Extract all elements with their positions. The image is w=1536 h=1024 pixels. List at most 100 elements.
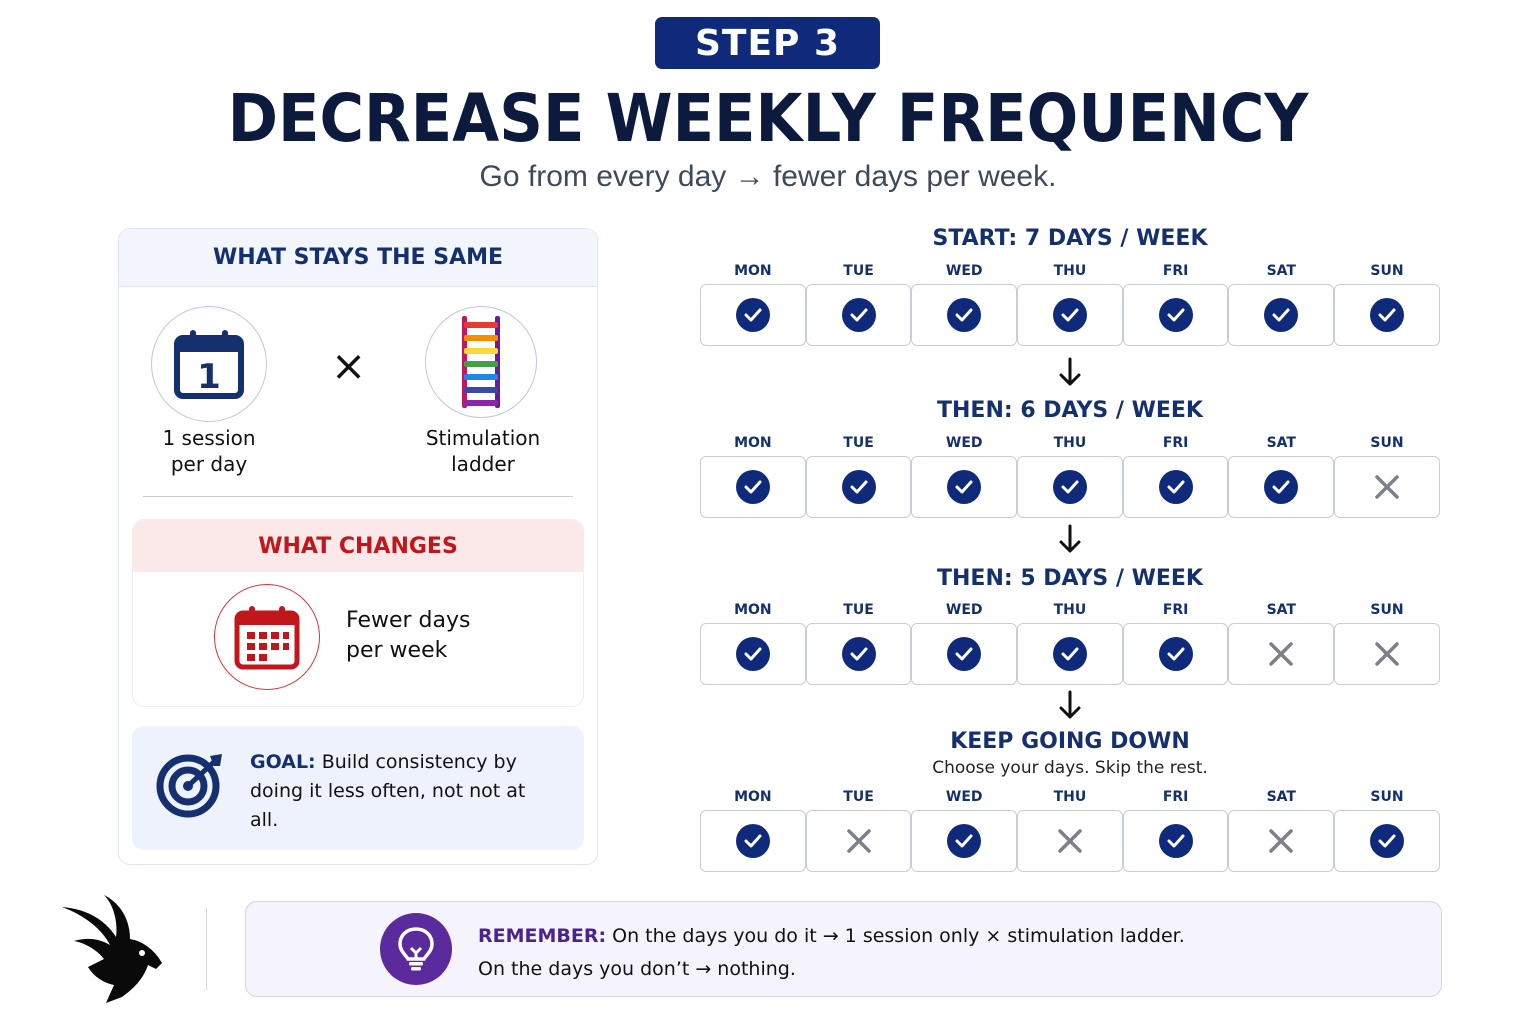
day-cell-fri: [1122, 456, 1229, 518]
calendar-grid-icon: [234, 606, 300, 670]
ladder-icon-circle: [425, 306, 537, 418]
day-label-mon: MON: [734, 435, 772, 451]
down-arrow-icon: [1059, 357, 1081, 386]
day-label-thu: THU: [1053, 789, 1087, 805]
goal-card: GOAL: Build consistency by doing it less…: [132, 726, 584, 850]
day-label-sat: SAT: [1266, 435, 1296, 451]
day-label-tue: TUE: [843, 789, 874, 805]
day-label-fri: FRI: [1162, 263, 1189, 279]
check-circle-icon: [841, 470, 876, 504]
remember-text: REMEMBER: On the days you do it → 1 sess…: [478, 925, 1185, 980]
day-label-fri: FRI: [1162, 602, 1189, 618]
check-circle-icon: [947, 637, 982, 671]
day-cell-sun: [1334, 284, 1440, 346]
check-circle-icon: [735, 637, 770, 671]
check-circle-icon: [735, 824, 770, 858]
day-label-sun: SUN: [1370, 263, 1404, 279]
day-label-thu: THU: [1053, 602, 1087, 618]
check-circle-icon: [841, 637, 876, 671]
day-label-thu: THU: [1053, 435, 1087, 451]
day-cell-wed: [911, 456, 1018, 518]
day-cell-fri: [1122, 810, 1229, 872]
day-cell-tue: [805, 456, 912, 518]
day-cell-mon: [700, 456, 806, 518]
x-mark-icon: [846, 828, 872, 854]
day-labels-row: MON TUE WED THU FRI SAT SUN: [700, 602, 1440, 618]
schedule-title: THEN: 6 DAYS / WEEK: [937, 398, 1203, 423]
bulb-icon-circle: [380, 913, 452, 985]
day-cell-thu: [1017, 810, 1123, 872]
day-cells-row: [700, 810, 1440, 872]
day-cell-tue: [805, 810, 912, 872]
rainbow-ladder-icon: [462, 316, 500, 408]
day-cell-sun: [1334, 810, 1440, 872]
day-cell-fri: [1122, 623, 1229, 685]
x-mark-icon: [1374, 474, 1400, 500]
day-cells-row: [700, 284, 1440, 346]
check-circle-icon: [1158, 470, 1193, 504]
day-label-tue: TUE: [843, 602, 874, 618]
check-circle-icon: [1369, 824, 1404, 858]
day-cell-wed: [911, 284, 1018, 346]
down-arrow-icon: [1059, 690, 1081, 719]
check-circle-icon: [947, 470, 982, 504]
check-circle-icon: [1264, 470, 1299, 504]
day-label-tue: TUE: [843, 263, 874, 279]
day-label-sun: SUN: [1370, 435, 1404, 451]
check-circle-icon: [1158, 637, 1193, 671]
day-cell-wed: [911, 623, 1018, 685]
day-labels-row: MON TUE WED THU FRI SAT SUN: [700, 263, 1440, 279]
day-label-tue: TUE: [843, 435, 874, 451]
day-cell-tue: [805, 284, 912, 346]
day-label-sat: SAT: [1266, 263, 1296, 279]
day-label-thu: THU: [1053, 263, 1087, 279]
calendar-one-icon: 1: [174, 330, 244, 399]
day-label-mon: MON: [734, 602, 772, 618]
what-changes-heading: WHAT CHANGES: [133, 520, 583, 572]
changes-text: Fewer days per week: [346, 608, 471, 663]
multiply-sign: ×: [331, 341, 367, 390]
schedule-note: Choose your days. Skip the rest.: [932, 758, 1208, 778]
check-circle-icon: [1052, 298, 1087, 332]
what-stays-same-heading: WHAT STAYS THE SAME: [119, 229, 597, 287]
day-labels-row: MON TUE WED THU FRI SAT SUN: [700, 789, 1440, 805]
day-label-wed: WED: [945, 263, 983, 279]
what-changes-card: WHAT CHANGES Fewer days per week: [132, 519, 584, 707]
remember-label: REMEMBER:: [478, 925, 607, 947]
check-circle-icon: [1052, 637, 1087, 671]
rabbit-logo-icon: [62, 895, 162, 1003]
day-cells-row: [700, 456, 1440, 518]
check-circle-icon: [1052, 470, 1087, 504]
day-cell-sat: [1228, 810, 1335, 872]
day-cell-sat: [1228, 456, 1335, 518]
x-mark-icon: [1268, 828, 1294, 854]
calendar-number: 1: [197, 357, 221, 397]
day-cell-tue: [805, 623, 912, 685]
down-arrow-icon: [1059, 524, 1081, 553]
check-circle-icon: [735, 298, 770, 332]
goal-label: GOAL:: [250, 751, 316, 773]
schedule-title: START: 7 DAYS / WEEK: [932, 226, 1208, 251]
day-label-mon: MON: [734, 789, 772, 805]
day-cell-sun: [1334, 456, 1440, 518]
day-cell-fri: [1122, 284, 1229, 346]
target-arrow-icon: [156, 754, 222, 818]
schedule-title: KEEP GOING DOWN: [950, 729, 1190, 754]
day-cell-thu: [1017, 623, 1123, 685]
calendar-icon-circle: 1: [151, 306, 267, 422]
day-label-mon: MON: [734, 263, 772, 279]
remember-card: REMEMBER: On the days you do it → 1 sess…: [245, 901, 1442, 997]
day-labels-row: MON TUE WED THU FRI SAT SUN: [700, 435, 1440, 451]
schedule-title: THEN: 5 DAYS / WEEK: [937, 566, 1203, 591]
check-circle-icon: [1158, 824, 1193, 858]
x-mark-icon: [1057, 828, 1083, 854]
day-cell-wed: [911, 810, 1018, 872]
day-label-wed: WED: [945, 435, 983, 451]
check-circle-icon: [1158, 298, 1193, 332]
day-cell-thu: [1017, 284, 1123, 346]
day-label-fri: FRI: [1162, 435, 1189, 451]
vertical-divider: [206, 908, 207, 990]
check-circle-icon: [1369, 298, 1404, 332]
x-mark-icon: [1374, 641, 1400, 667]
day-label-fri: FRI: [1162, 789, 1189, 805]
